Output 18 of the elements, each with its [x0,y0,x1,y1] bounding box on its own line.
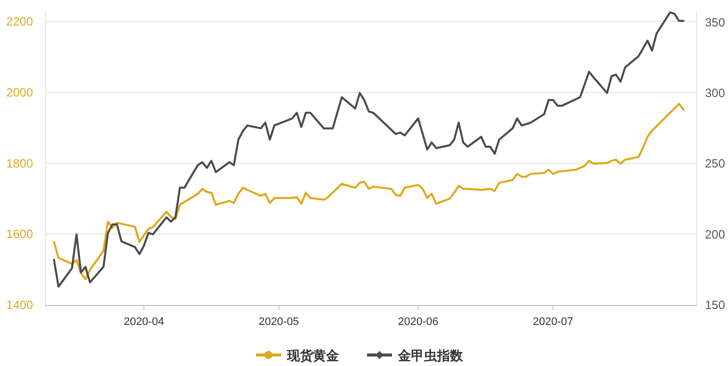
y-tick-label: 1800 [6,156,34,170]
x-tick-label: 2020-07 [532,316,574,328]
line-series [52,11,685,288]
y2-tick-label: 250 [705,156,726,171]
y-tick-label: 2000 [6,85,34,100]
y2-tick-label: 300 [705,86,726,100]
legend-label: 现货黄金 [286,348,340,363]
y-tick-label: 2200 [6,14,34,29]
legend-label: 金甲虫指数 [397,348,464,363]
y-tick-label: 1600 [6,227,34,242]
x-tick-label: 2020-04 [124,316,164,328]
y-tick-label: 1400 [6,298,34,312]
y2-tick-label: 200 [705,227,726,242]
line-series [52,102,685,280]
y2-tick-label: 350 [705,15,726,30]
x-tick-label: 2020-05 [258,316,300,328]
y2-tick-label: 150 [705,298,726,312]
x-tick-label: 2020-06 [398,316,438,328]
